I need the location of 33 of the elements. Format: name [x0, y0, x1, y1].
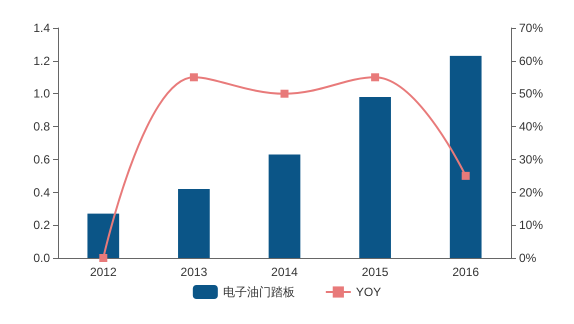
y2-tick-label: 40%	[519, 120, 544, 134]
y2-tick-label: 0%	[519, 251, 537, 265]
y2-tick-label: 30%	[519, 152, 544, 166]
y-tick-label: 0.6	[33, 152, 50, 166]
x-tick-label: 2013	[180, 265, 208, 279]
y2-tick-label: 60%	[519, 54, 544, 68]
point	[280, 90, 288, 98]
y2-tick-label: 20%	[519, 185, 544, 200]
point	[99, 254, 108, 262]
x-tick-label: 2016	[452, 265, 480, 279]
y-tick-label: 0.4	[33, 185, 50, 200]
bar	[87, 214, 120, 258]
y-tick-label: 0.2	[33, 218, 50, 232]
bar	[268, 154, 300, 258]
y2-tick-label: 70%	[519, 21, 544, 35]
bar	[359, 97, 391, 258]
point	[190, 73, 198, 82]
x-tick-label: 2015	[362, 265, 389, 279]
legend-label: 电子油门踏板	[222, 285, 295, 299]
bar	[178, 189, 210, 258]
legend-label: YOY	[356, 285, 382, 299]
y-tick-label: 1.4	[33, 21, 50, 35]
y-tick-label: 0.8	[33, 120, 50, 134]
point	[371, 73, 380, 82]
x-tick-label: 2014	[271, 265, 298, 279]
y2-tick-label: 10%	[519, 218, 544, 232]
bar	[450, 56, 482, 258]
y2-tick-label: 50%	[519, 86, 544, 101]
y-tick-label: 1.2	[33, 54, 50, 68]
y-tick-label: 0.0	[33, 251, 50, 265]
x-tick-label: 2012	[90, 265, 117, 279]
point	[462, 172, 470, 180]
y-tick-label: 1.0	[33, 86, 50, 101]
